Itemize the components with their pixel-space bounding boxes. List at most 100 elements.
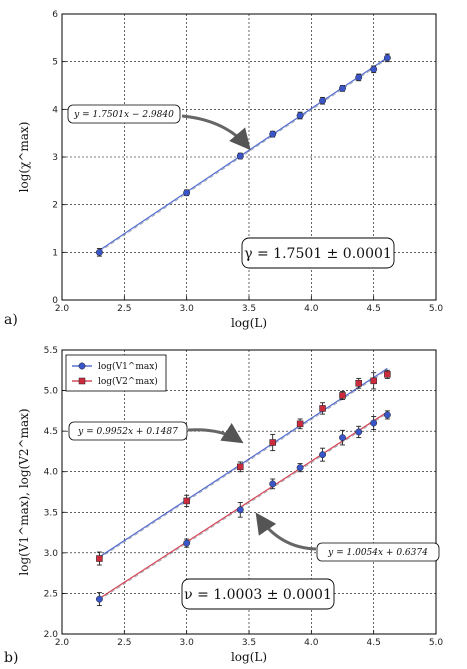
fit-line-dashed xyxy=(99,369,388,559)
data-point xyxy=(370,377,377,385)
panel-a-x-label: log(L) xyxy=(231,316,267,330)
fit-equation-box xyxy=(68,421,188,441)
data-point xyxy=(183,189,191,197)
annotation-arrow xyxy=(181,114,251,151)
y-tick-label: 4 xyxy=(52,105,58,115)
y-tick-label: 4.0 xyxy=(44,468,59,478)
panel-b-x-ticks: 2.0 2.5 3.0 3.5 4.0 4.5 5.0 xyxy=(55,630,444,648)
data-point xyxy=(319,451,327,459)
fit-line xyxy=(99,411,388,600)
data-point xyxy=(183,539,191,547)
data-point xyxy=(296,464,304,472)
data-point xyxy=(355,73,363,81)
data-point xyxy=(383,411,391,419)
panel-a-label: a) xyxy=(4,312,18,328)
legend-marker xyxy=(78,362,86,370)
x-tick-label: 4.5 xyxy=(367,638,381,648)
data-point xyxy=(236,506,244,514)
fit-equation-box xyxy=(67,104,181,124)
y-tick-label: 2 xyxy=(52,201,58,211)
data-point xyxy=(296,112,304,119)
y-tick-label: 2.0 xyxy=(44,630,59,640)
exponent-text: ν = 1.0003 ± 0.0001 xyxy=(184,587,332,603)
panel-b-legend: log(V1^max) log(V2^max) xyxy=(65,354,167,392)
panel-a-points xyxy=(95,53,391,257)
panel-b-x-label: log(L) xyxy=(231,650,267,664)
legend-marker xyxy=(78,377,86,385)
y-tick-label: 3.5 xyxy=(44,508,58,518)
x-tick-label: 4.0 xyxy=(304,304,319,314)
x-tick-label: 5.0 xyxy=(429,638,444,648)
x-tick-label: 5.0 xyxy=(429,304,444,314)
y-tick-label: 5.5 xyxy=(44,346,58,356)
fit-equation-text: y = 1.0054x + 0.6374 xyxy=(327,548,428,558)
data-point xyxy=(339,392,346,399)
data-point xyxy=(269,439,276,446)
data-point xyxy=(183,497,190,505)
data-point xyxy=(339,434,346,442)
y-tick-label: 5.0 xyxy=(44,387,59,397)
panel-a-annotations: y = 1.7501x − 2.9840 γ = 1.7501 ± 0.0001 xyxy=(67,104,395,269)
panel-b-annotations: y = 0.9952x + 0.1487 y = 1.0054x + 0.6374… xyxy=(68,421,440,610)
exponent-box xyxy=(241,237,395,269)
data-point xyxy=(383,54,391,62)
fit-equation-text: y = 1.7501x − 2.9840 xyxy=(73,110,174,120)
y-tick-label: 3.0 xyxy=(44,549,59,559)
panel-b-label: b) xyxy=(4,650,18,666)
data-point xyxy=(355,428,363,436)
panel-b: 2.0 2.5 3.0 3.5 4.0 4.5 5.0 2.0 2.5 3.0 3.5 4.0 4.5… xyxy=(4,346,443,666)
data-point xyxy=(370,65,378,73)
panel-b-y-ticks: 2.0 2.5 3.0 3.5 4.0 4.5 5.0 5.5 xyxy=(44,346,66,640)
data-point xyxy=(370,419,378,427)
data-point xyxy=(384,371,391,378)
fit-line xyxy=(99,367,388,558)
data-point xyxy=(95,595,103,603)
x-tick-label: 2.0 xyxy=(55,304,70,314)
data-point xyxy=(355,380,362,387)
exponent-box xyxy=(181,578,335,610)
data-point xyxy=(319,97,327,105)
x-tick-label: 2.5 xyxy=(117,304,131,314)
panel-a-y-label: log(χ^max) xyxy=(17,122,31,193)
annotation-arrow xyxy=(255,512,317,551)
annotation-arrow xyxy=(187,423,244,444)
panel-b-points xyxy=(95,369,391,607)
data-point xyxy=(236,152,244,160)
x-tick-label: 3.5 xyxy=(242,638,256,648)
panel-b-fit-lines xyxy=(99,367,388,601)
y-tick-label: 1 xyxy=(52,248,58,258)
y-tick-label: 6 xyxy=(52,10,58,20)
data-point xyxy=(269,480,277,488)
x-tick-label: 2.5 xyxy=(117,638,131,648)
data-point xyxy=(339,84,346,92)
x-tick-label: 2.0 xyxy=(55,638,70,648)
data-point xyxy=(269,130,277,138)
y-tick-label: 2.5 xyxy=(44,589,58,599)
fit-equation-text: y = 0.9952x + 0.1487 xyxy=(77,427,178,437)
panel-a-y-ticks: 0 1 2 3 4 5 6 xyxy=(52,10,66,306)
legend-label: log(V1^max) xyxy=(98,361,158,372)
data-point xyxy=(95,248,103,256)
panel-a-x-ticks: 2.0 2.5 3.0 3.5 4.0 4.5 5.0 xyxy=(55,296,444,314)
x-tick-label: 3.0 xyxy=(180,638,195,648)
exponent-text: γ = 1.7501 ± 0.0001 xyxy=(244,246,392,262)
x-tick-label: 4.0 xyxy=(304,638,319,648)
data-point xyxy=(237,463,244,471)
legend-box xyxy=(65,354,167,392)
fit-line-dashed xyxy=(99,58,388,253)
y-tick-label: 4.5 xyxy=(44,427,58,437)
data-point xyxy=(319,405,326,412)
panel-b-y-label: log(V1^max), log(V2^max) xyxy=(17,408,31,575)
data-point xyxy=(96,555,103,562)
fit-line-dashed xyxy=(99,413,388,601)
x-tick-label: 3.5 xyxy=(242,304,256,314)
fit-equation-box xyxy=(316,542,440,562)
legend-label: log(V2^max) xyxy=(98,376,158,387)
y-tick-label: 0 xyxy=(52,296,58,306)
panel-a: 2.0 2.5 3.0 3.5 4.0 4.5 5.0 0 1 2 3 4 5 6 y = 1.7501… xyxy=(4,10,443,330)
data-point xyxy=(296,420,304,428)
y-tick-label: 3 xyxy=(52,153,58,163)
x-tick-label: 3.0 xyxy=(180,304,195,314)
x-tick-label: 4.5 xyxy=(367,304,381,314)
